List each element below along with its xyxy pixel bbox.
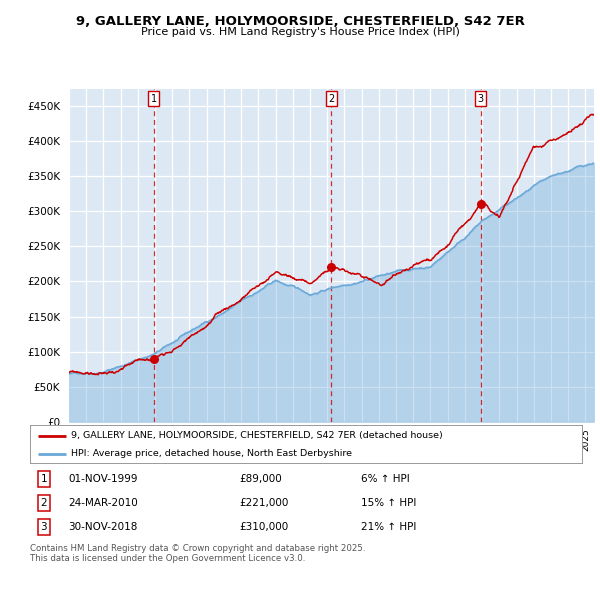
Text: £89,000: £89,000 [240,474,283,484]
Text: Contains HM Land Registry data © Crown copyright and database right 2025.
This d: Contains HM Land Registry data © Crown c… [30,544,365,563]
Text: 1: 1 [151,93,157,103]
Text: 6% ↑ HPI: 6% ↑ HPI [361,474,410,484]
Text: 9, GALLERY LANE, HOLYMOORSIDE, CHESTERFIELD, S42 7ER: 9, GALLERY LANE, HOLYMOORSIDE, CHESTERFI… [76,15,524,28]
Text: 1: 1 [40,474,47,484]
Text: HPI: Average price, detached house, North East Derbyshire: HPI: Average price, detached house, Nort… [71,449,352,458]
Text: £221,000: £221,000 [240,498,289,508]
Text: Price paid vs. HM Land Registry's House Price Index (HPI): Price paid vs. HM Land Registry's House … [140,27,460,37]
Text: 01-NOV-1999: 01-NOV-1999 [68,474,138,484]
Text: 30-NOV-2018: 30-NOV-2018 [68,522,138,532]
Text: 9, GALLERY LANE, HOLYMOORSIDE, CHESTERFIELD, S42 7ER (detached house): 9, GALLERY LANE, HOLYMOORSIDE, CHESTERFI… [71,431,443,440]
Text: 21% ↑ HPI: 21% ↑ HPI [361,522,416,532]
Text: 3: 3 [40,522,47,532]
Text: 2: 2 [328,93,334,103]
Text: 2: 2 [40,498,47,508]
Text: 15% ↑ HPI: 15% ↑ HPI [361,498,416,508]
Text: £310,000: £310,000 [240,522,289,532]
Text: 3: 3 [478,93,484,103]
Text: 24-MAR-2010: 24-MAR-2010 [68,498,139,508]
